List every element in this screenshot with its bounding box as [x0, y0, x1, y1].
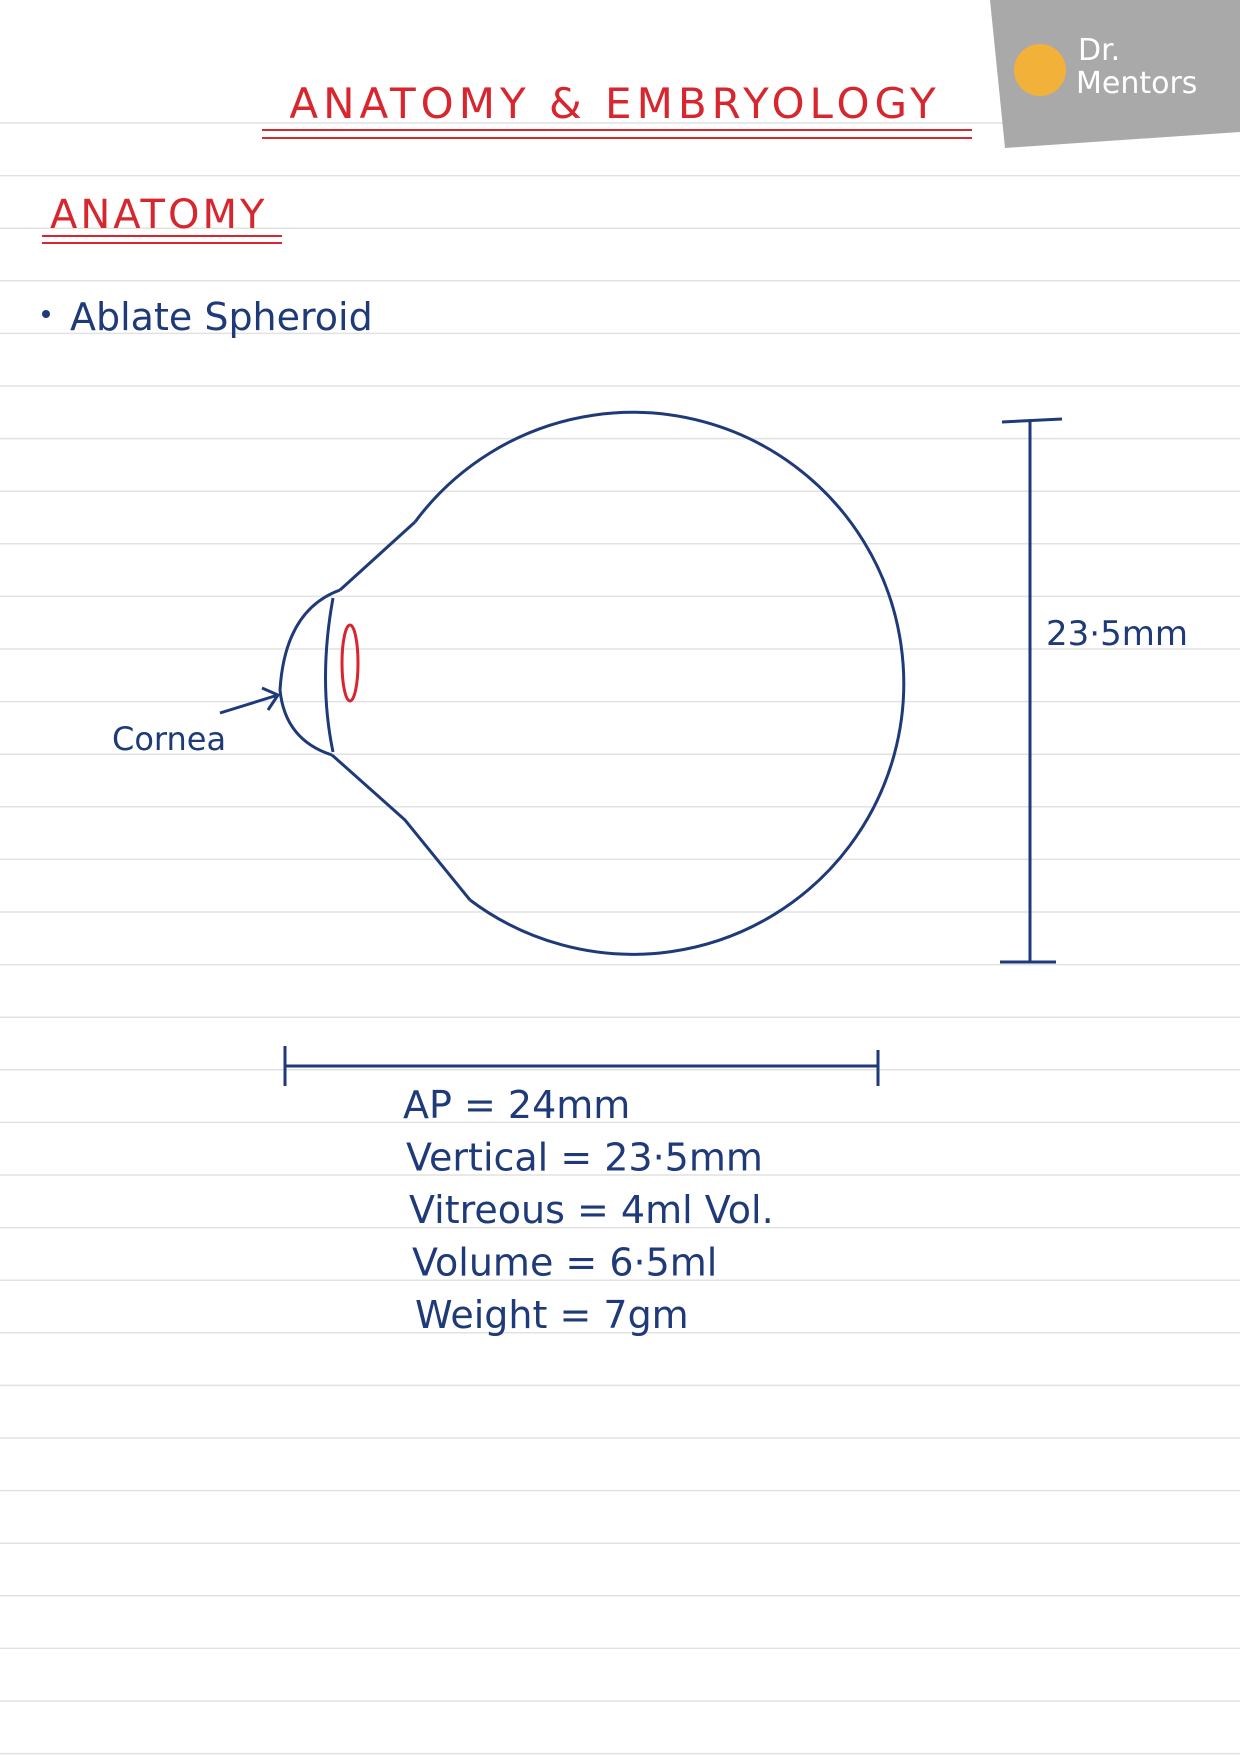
logo-icon	[1014, 44, 1066, 96]
note-line: Weight = 7gm	[415, 1293, 689, 1337]
bullet-dot	[42, 310, 50, 318]
eye-diagram	[219, 410, 1063, 1086]
dimension-vertical	[1000, 417, 1063, 964]
logo-box	[990, 0, 1240, 148]
notes: AP = 24mm Vertical = 23·5mm Vitreous = 4ml…	[403, 1083, 774, 1337]
lens	[340, 623, 360, 703]
ruled-lines	[0, 122, 1240, 1755]
note-line: AP = 24mm	[403, 1083, 630, 1127]
globe	[413, 410, 906, 956]
globe	[331, 520, 472, 901]
logo-text: Mentors	[1076, 66, 1197, 101]
label: Cornea	[112, 720, 226, 758]
note-line: Volume = 6·5ml	[412, 1241, 717, 1285]
label: 23·5mm	[1046, 614, 1188, 654]
limbus	[324, 597, 335, 753]
note-line: Vertical = 23·5mm	[406, 1136, 763, 1180]
heading: ANATOMY	[50, 192, 267, 238]
arrow	[219, 686, 281, 715]
logo-text: Dr.	[1078, 33, 1120, 68]
bullet-text: Ablate Spheroid	[70, 295, 373, 339]
cornea	[278, 588, 341, 757]
title: ANATOMY & EMBRYOLOGY	[289, 79, 940, 128]
dimension-horizontal	[283, 1046, 880, 1086]
note-line: Vitreous = 4ml Vol.	[409, 1188, 774, 1232]
